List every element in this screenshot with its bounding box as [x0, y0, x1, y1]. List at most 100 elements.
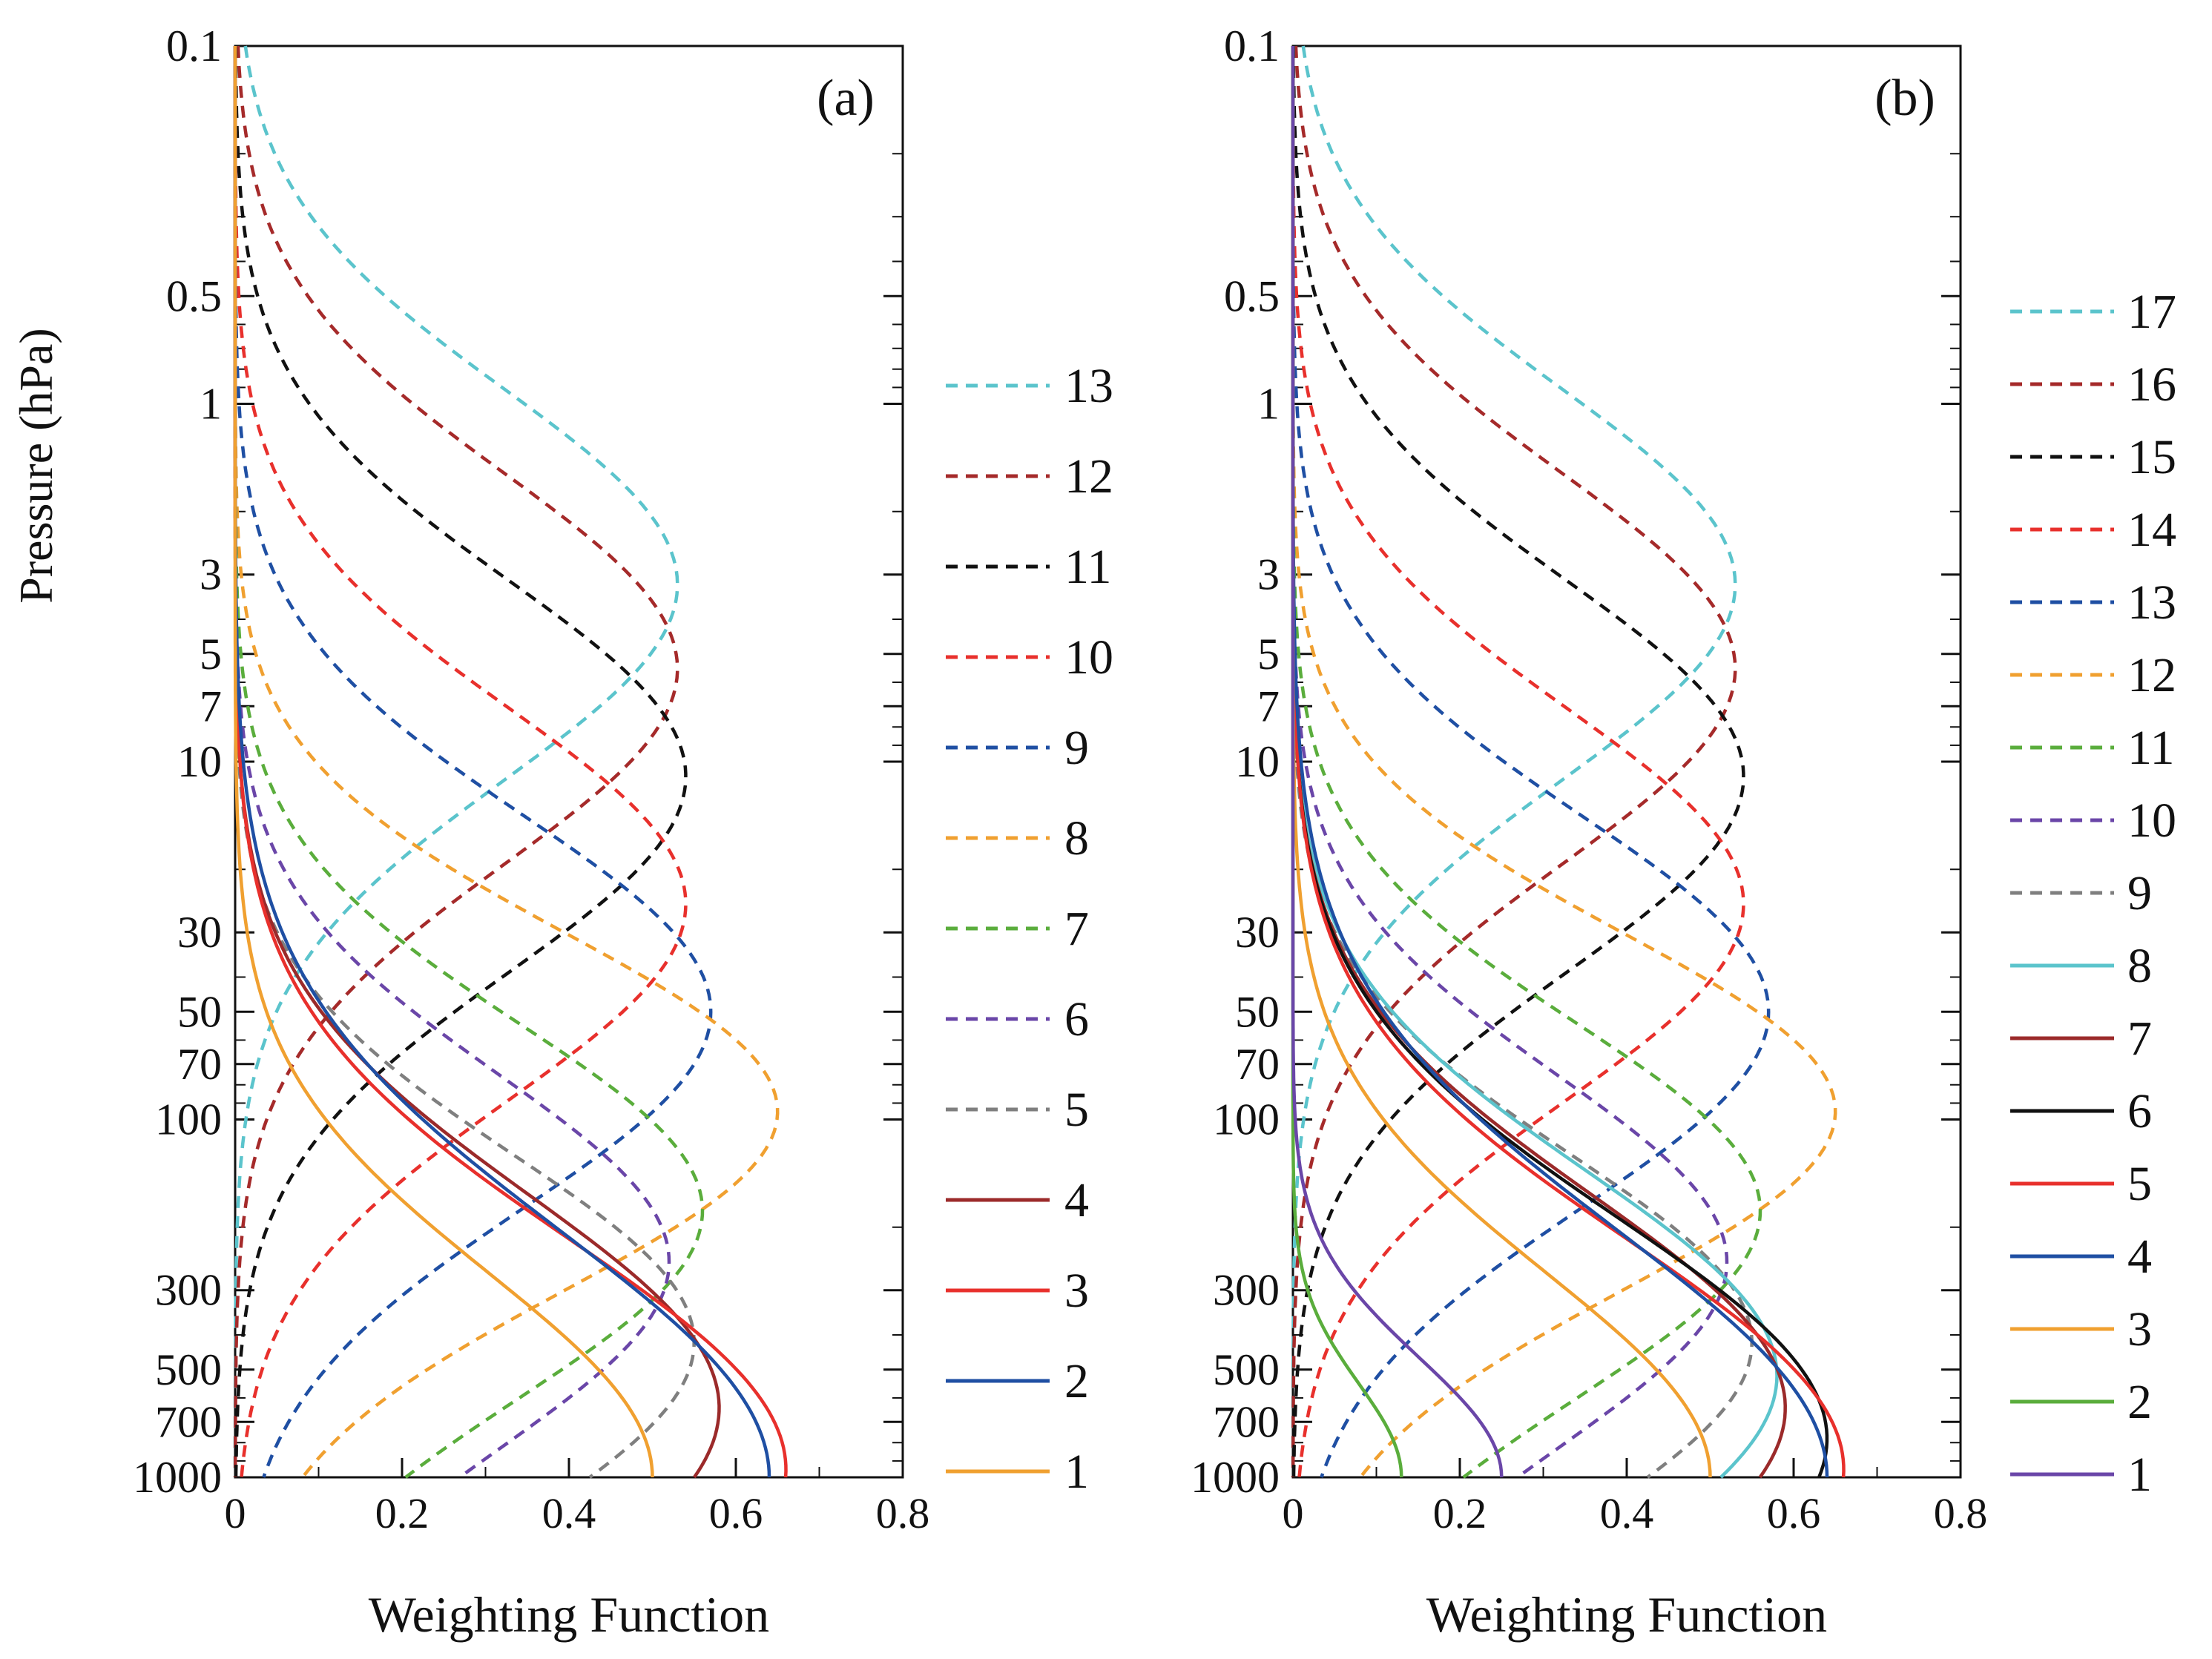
x-axis-label-b: Weighting Function — [1426, 1586, 1827, 1643]
y-axis-label: Pressure (hPa) — [10, 328, 62, 603]
y-tick-label: 70 — [177, 1040, 222, 1089]
y-tick-label: 1 — [200, 380, 222, 429]
legend-label-10: 10 — [1064, 630, 1113, 685]
legend-label-1: 1 — [2127, 1448, 2152, 1502]
y-tick-label: 1 — [1257, 380, 1280, 429]
y-tick-label: 5 — [200, 630, 222, 679]
series-line-12 — [233, 45, 679, 1477]
series-line-6 — [233, 46, 671, 1479]
x-tick-label: 0.6 — [709, 1489, 763, 1537]
series-line-9 — [1291, 46, 1754, 1479]
y-tick-label: 0.5 — [1224, 271, 1280, 320]
series-line-10 — [1291, 46, 1729, 1479]
legend-label-8: 8 — [1064, 811, 1089, 865]
legend-a: 13 12 11 10 9 8 7 6 5 4 3 2 1 — [946, 359, 1113, 1499]
legend-label-9: 9 — [1064, 721, 1089, 775]
legend-label-12: 12 — [1064, 449, 1113, 504]
y-tick-label: 100 — [155, 1095, 222, 1144]
series-line-5 — [233, 46, 696, 1479]
legend-label-2: 2 — [1064, 1354, 1089, 1408]
x-tick-label: 0.2 — [1433, 1489, 1487, 1537]
x-tick-label: 0 — [225, 1489, 246, 1537]
series-line-11 — [234, 45, 688, 1478]
y-tick-label: 7 — [200, 682, 222, 730]
series-group-a — [233, 45, 788, 1479]
y-tick-label: 5 — [1257, 630, 1280, 679]
y-tick-label: 50 — [177, 987, 222, 1036]
series-line-14 — [1291, 46, 1745, 1478]
y-tick-label: 0.5 — [166, 271, 222, 320]
y-tick-label: 1000 — [1191, 1453, 1280, 1502]
series-line-11 — [1291, 46, 1762, 1479]
legend-label-16: 16 — [2127, 357, 2176, 412]
legend-label-14: 14 — [2127, 503, 2176, 557]
legend-label-5: 5 — [1064, 1083, 1089, 1137]
x-tick-label: 0.6 — [1767, 1489, 1821, 1537]
x-tick-label: 0.8 — [876, 1489, 930, 1537]
y-tick-label: 30 — [1235, 908, 1280, 957]
x-axis-ticks-b: 0 0.2 0.4 0.6 0.8 — [1283, 1458, 1987, 1537]
y-tick-label: 700 — [155, 1397, 222, 1446]
legend-label-1: 1 — [1064, 1445, 1089, 1499]
x-tick-label: 0.2 — [375, 1489, 429, 1537]
legend-label-2: 2 — [2127, 1375, 2152, 1429]
y-tick-label: 100 — [1213, 1095, 1280, 1144]
series-line-16 — [1291, 45, 1737, 1477]
legend-label-17: 17 — [2127, 285, 2176, 339]
legend-label-7: 7 — [1064, 902, 1089, 956]
y-tick-label: 700 — [1213, 1397, 1280, 1446]
legend-label-3: 3 — [2127, 1302, 2152, 1356]
series-line-1 — [233, 46, 654, 1478]
legend-label-4: 4 — [2127, 1230, 2152, 1284]
x-tick-label: 0.4 — [542, 1489, 596, 1537]
y-tick-label: 300 — [155, 1266, 222, 1315]
legend-label-12: 12 — [2127, 648, 2176, 702]
series-line-13 — [233, 45, 679, 1477]
legend-label-13: 13 — [2127, 575, 2176, 630]
series-line-17 — [1291, 45, 1737, 1477]
y-tick-label: 7 — [1257, 682, 1280, 730]
legend-label-11: 11 — [1064, 540, 1112, 594]
legend-label-10: 10 — [2127, 794, 2176, 848]
series-group-b — [1291, 45, 1846, 1479]
x-tick-label: 0 — [1283, 1489, 1304, 1537]
y-tick-label: 500 — [1213, 1345, 1280, 1394]
legend-label-4: 4 — [1064, 1173, 1089, 1227]
legend-label-13: 13 — [1064, 359, 1113, 413]
y-tick-label: 10 — [177, 737, 222, 786]
legend-label-3: 3 — [1064, 1264, 1089, 1318]
y-tick-label: 3 — [200, 550, 222, 599]
series-line-12 — [1291, 46, 1837, 1479]
series-line-9 — [233, 46, 713, 1478]
y-tick-label: 3 — [1257, 550, 1280, 599]
y-tick-label: 70 — [1235, 1040, 1280, 1089]
legend-label-6: 6 — [1064, 992, 1089, 1046]
series-line-7 — [233, 46, 705, 1479]
panel-label-b: (b) — [1874, 70, 1935, 127]
y-tick-label: 30 — [177, 908, 222, 957]
panel-label-a: (a) — [817, 70, 875, 127]
legend-label-15: 15 — [2127, 430, 2176, 484]
x-axis-label-a: Weighting Function — [369, 1586, 769, 1643]
legend-label-9: 9 — [2127, 866, 2152, 920]
series-line-1 — [1291, 46, 1504, 1478]
legend-label-11: 11 — [2127, 721, 2175, 775]
y-tick-label: 300 — [1213, 1266, 1280, 1315]
legend-label-7: 7 — [2127, 1012, 2152, 1066]
y-tick-label: 500 — [155, 1345, 222, 1394]
y-tick-label: 0.1 — [1224, 22, 1280, 70]
legend-label-5: 5 — [2127, 1157, 2152, 1211]
legend-label-6: 6 — [2127, 1084, 2152, 1138]
series-line-10 — [233, 46, 688, 1478]
y-tick-label: 0.1 — [166, 22, 222, 70]
x-tick-label: 0.4 — [1600, 1489, 1654, 1537]
series-line-13 — [1291, 46, 1771, 1478]
y-tick-label: 1000 — [133, 1453, 222, 1502]
y-tick-label: 50 — [1235, 987, 1280, 1036]
